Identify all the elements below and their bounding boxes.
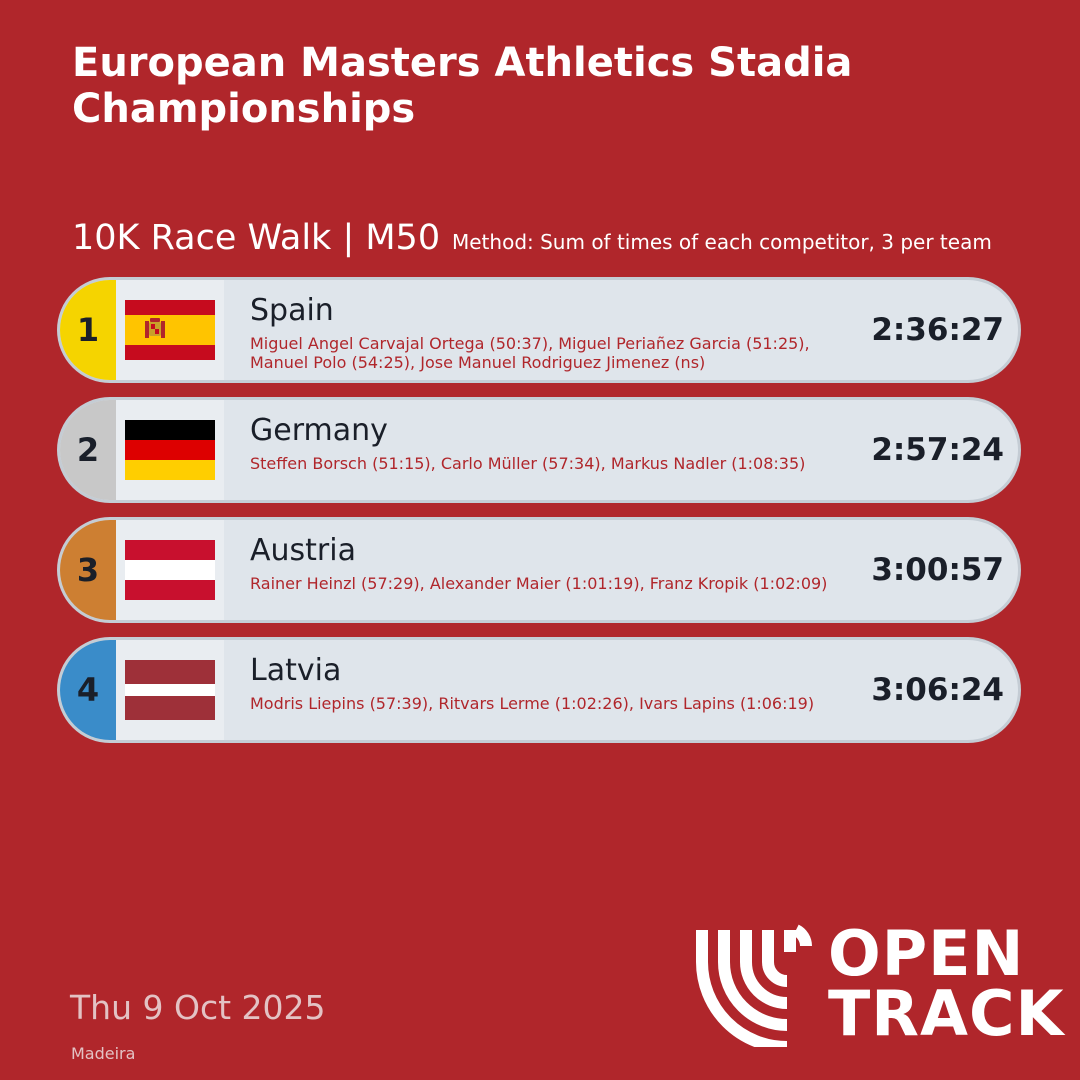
country-name: Austria	[250, 533, 356, 568]
latvia-flag-icon	[125, 660, 215, 720]
team-time: 3:00:57	[871, 552, 1004, 588]
result-row: 4 Latvia Modris Liepins (57:39), Ritvars…	[57, 637, 1021, 743]
team-time: 2:57:24	[871, 432, 1004, 468]
rank-badge: 4	[60, 640, 116, 740]
team-members: Miguel Angel Carvajal Ortega (50:37), Mi…	[250, 334, 810, 372]
germany-flag-icon	[125, 420, 215, 480]
event-date: Thu 9 Oct 2025	[70, 988, 326, 1027]
rank-badge: 2	[60, 400, 116, 500]
team-members: Modris Liepins (57:39), Ritvars Lerme (1…	[250, 694, 815, 713]
team-time: 3:06:24	[871, 672, 1004, 708]
results-list: 1 Spain Miguel Angel Carvajal Ortega (50…	[57, 277, 1021, 757]
country-name: Germany	[250, 413, 388, 448]
opentrack-logo-text: OPEN TRACK	[828, 917, 1065, 1050]
rank-badge: 3	[60, 520, 116, 620]
austria-flag-icon	[125, 540, 215, 600]
result-row: 2 Germany Steffen Borsch (51:15), Carlo …	[57, 397, 1021, 503]
event-name: 10K Race Walk | M50	[72, 218, 441, 258]
team-time: 2:36:27	[871, 312, 1004, 348]
country-name: Spain	[250, 293, 334, 328]
rank-badge: 1	[60, 280, 116, 380]
country-name: Latvia	[250, 653, 342, 688]
spain-flag-icon	[125, 300, 215, 360]
team-members: Rainer Heinzl (57:29), Alexander Maier (…	[250, 574, 828, 593]
logo-line-track: TRACK	[828, 977, 1065, 1050]
scoring-method: Method: Sum of times of each competitor,…	[452, 230, 992, 254]
result-row: 1 Spain Miguel Angel Carvajal Ortega (50…	[57, 277, 1021, 383]
page-title: European Masters Athletics Stadia Champi…	[72, 40, 853, 132]
result-row: 3 Austria Rainer Heinzl (57:29), Alexand…	[57, 517, 1021, 623]
team-members: Steffen Borsch (51:15), Carlo Müller (57…	[250, 454, 806, 473]
logo-line-open: OPEN	[828, 917, 1025, 990]
event-venue: Madeira	[71, 1044, 136, 1063]
opentrack-logo-icon	[696, 924, 812, 1047]
